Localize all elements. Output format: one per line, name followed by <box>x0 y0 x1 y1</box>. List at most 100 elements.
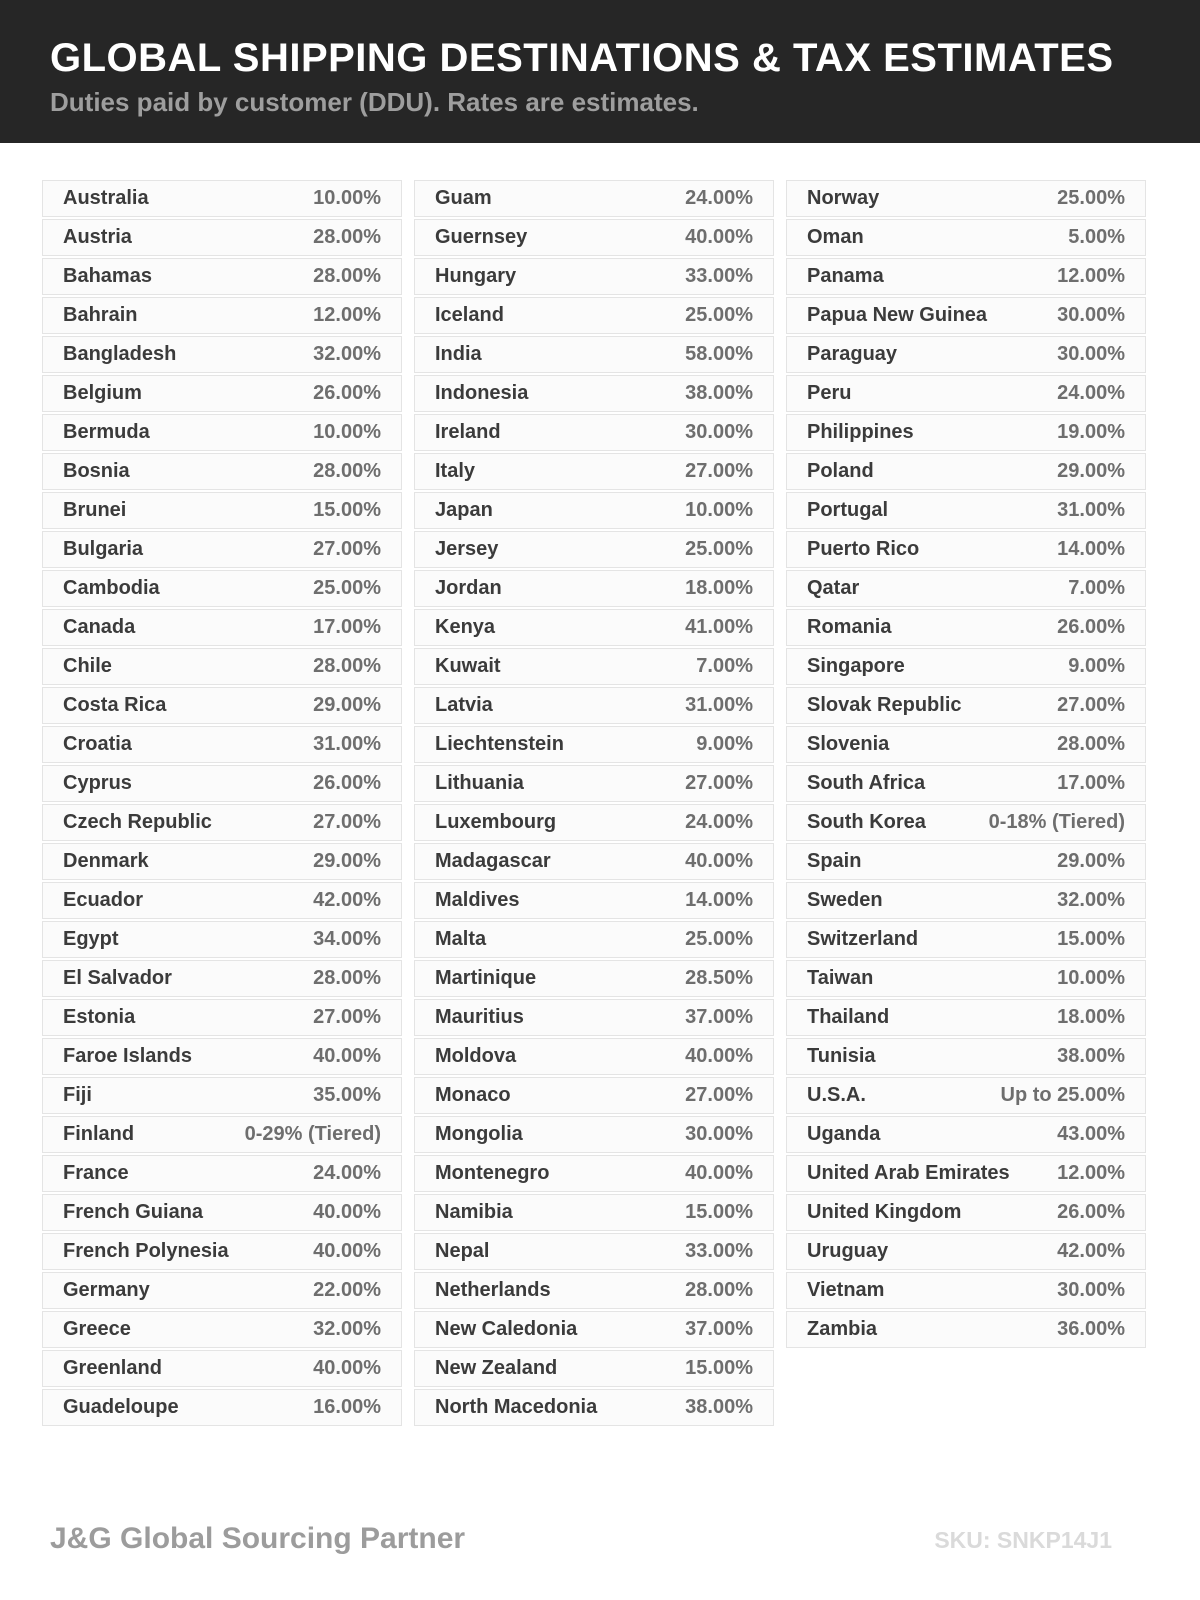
country-label: Guadeloupe <box>63 1396 179 1418</box>
rate-value: 37.00% <box>685 1318 753 1340</box>
table-row: Singapore 9.00% <box>786 648 1146 685</box>
country-label: South Korea <box>807 811 926 833</box>
rate-value: 17.00% <box>313 616 381 638</box>
table-row: Canada 17.00% <box>42 609 402 646</box>
rate-value: 12.00% <box>1057 1162 1125 1184</box>
rate-value: 15.00% <box>1057 928 1125 950</box>
rate-value: 25.00% <box>685 928 753 950</box>
country-label: Puerto Rico <box>807 538 920 560</box>
table-row: Bulgaria 27.00% <box>42 531 402 568</box>
table-row: Ireland 30.00% <box>414 414 774 451</box>
rate-value: 27.00% <box>313 811 381 833</box>
rate-value: 41.00% <box>685 616 753 638</box>
table-row: South Korea 0-18% (Tiered) <box>786 804 1146 841</box>
table-row: Norway 25.00% <box>786 180 1146 217</box>
rate-value: 42.00% <box>1057 1240 1125 1262</box>
table-row: Japan 10.00% <box>414 492 774 529</box>
country-label: Uruguay <box>807 1240 889 1262</box>
country-label: French Guiana <box>63 1201 204 1223</box>
rate-value: 29.00% <box>1057 850 1125 872</box>
country-label: Fiji <box>63 1084 92 1106</box>
rate-value: 24.00% <box>313 1162 381 1184</box>
country-label: Greece <box>63 1318 131 1340</box>
country-label: Denmark <box>63 850 149 872</box>
table-column-3: Norway 25.00% Oman 5.00% Panama 12.00% Papua N… <box>786 180 1146 1426</box>
country-label: Taiwan <box>807 967 874 989</box>
rate-value: 9.00% <box>696 733 753 755</box>
rate-value: 7.00% <box>1068 577 1125 599</box>
country-label: Netherlands <box>435 1279 551 1301</box>
country-label: Panama <box>807 265 884 287</box>
table-row: France 24.00% <box>42 1155 402 1192</box>
table-column-2: Guam 24.00% Guernsey 40.00% Hungary 33.00% Ice… <box>414 180 774 1426</box>
rate-value: 10.00% <box>1057 967 1125 989</box>
brand-label: J&G Global Sourcing Partner <box>50 1522 466 1555</box>
table-row: Malta 25.00% <box>414 921 774 958</box>
country-label: Thailand <box>807 1006 890 1028</box>
table-row: Liechtenstein 9.00% <box>414 726 774 763</box>
table-row: India 58.00% <box>414 336 774 373</box>
rate-value: 29.00% <box>313 694 381 716</box>
rate-value: 27.00% <box>685 772 753 794</box>
country-label: Peru <box>807 382 852 404</box>
rate-value: 58.00% <box>685 343 753 365</box>
rate-value: 0-18% (Tiered) <box>988 811 1125 833</box>
table-row: United Arab Emirates 12.00% <box>786 1155 1146 1192</box>
rate-value: 18.00% <box>685 577 753 599</box>
table-row: Czech Republic 27.00% <box>42 804 402 841</box>
table-row: North Macedonia 38.00% <box>414 1389 774 1426</box>
table-row: Luxembourg 24.00% <box>414 804 774 841</box>
country-label: Brunei <box>63 499 127 521</box>
table-row: Greece 32.00% <box>42 1311 402 1348</box>
country-label: North Macedonia <box>435 1396 598 1418</box>
country-label: New Zealand <box>435 1357 558 1379</box>
country-label: Papua New Guinea <box>807 304 988 326</box>
table-row: Tunisia 38.00% <box>786 1038 1146 1075</box>
rate-value: 27.00% <box>685 460 753 482</box>
rate-value: 15.00% <box>313 499 381 521</box>
rate-value: 26.00% <box>313 382 381 404</box>
rate-value: 12.00% <box>1057 265 1125 287</box>
country-label: Jersey <box>435 538 499 560</box>
rate-value: 5.00% <box>1068 226 1125 248</box>
rate-value: 43.00% <box>1057 1123 1125 1145</box>
country-label: Lithuania <box>435 772 524 794</box>
table-row: Martinique 28.50% <box>414 960 774 997</box>
country-label: Bosnia <box>63 460 130 482</box>
table-row: Kenya 41.00% <box>414 609 774 646</box>
rate-value: 16.00% <box>313 1396 381 1418</box>
table-row: Jersey 25.00% <box>414 531 774 568</box>
table-row: Thailand 18.00% <box>786 999 1146 1036</box>
country-label: France <box>63 1162 129 1184</box>
table-row: Kuwait 7.00% <box>414 648 774 685</box>
rate-value: 28.00% <box>1057 733 1125 755</box>
country-label: Hungary <box>435 265 517 287</box>
country-label: Portugal <box>807 499 889 521</box>
rate-value: 33.00% <box>685 265 753 287</box>
country-label: Namibia <box>435 1201 513 1223</box>
country-label: Chile <box>63 655 112 677</box>
table-row: Panama 12.00% <box>786 258 1146 295</box>
country-label: Costa Rica <box>63 694 167 716</box>
country-label: Slovenia <box>807 733 890 755</box>
table-row: Guernsey 40.00% <box>414 219 774 256</box>
table-row: Monaco 27.00% <box>414 1077 774 1114</box>
table-row: Slovak Republic 27.00% <box>786 687 1146 724</box>
table-row: Hungary 33.00% <box>414 258 774 295</box>
page-subtitle: Duties paid by customer (DDU). Rates are… <box>50 87 699 117</box>
country-label: French Polynesia <box>63 1240 229 1262</box>
rate-value: 24.00% <box>685 187 753 209</box>
rate-value: 28.00% <box>685 1279 753 1301</box>
country-label: Czech Republic <box>63 811 212 833</box>
table-row: French Polynesia 40.00% <box>42 1233 402 1270</box>
rate-value: 30.00% <box>685 1123 753 1145</box>
rate-value: 40.00% <box>685 850 753 872</box>
table-row: Chile 28.00% <box>42 648 402 685</box>
rate-value: 38.00% <box>685 382 753 404</box>
rate-value: 31.00% <box>685 694 753 716</box>
rate-value: 40.00% <box>313 1045 381 1067</box>
rate-value: 32.00% <box>313 1318 381 1340</box>
table-row: Germany 22.00% <box>42 1272 402 1309</box>
rate-value: Up to 25.00% <box>1000 1084 1125 1106</box>
rate-value: 24.00% <box>685 811 753 833</box>
